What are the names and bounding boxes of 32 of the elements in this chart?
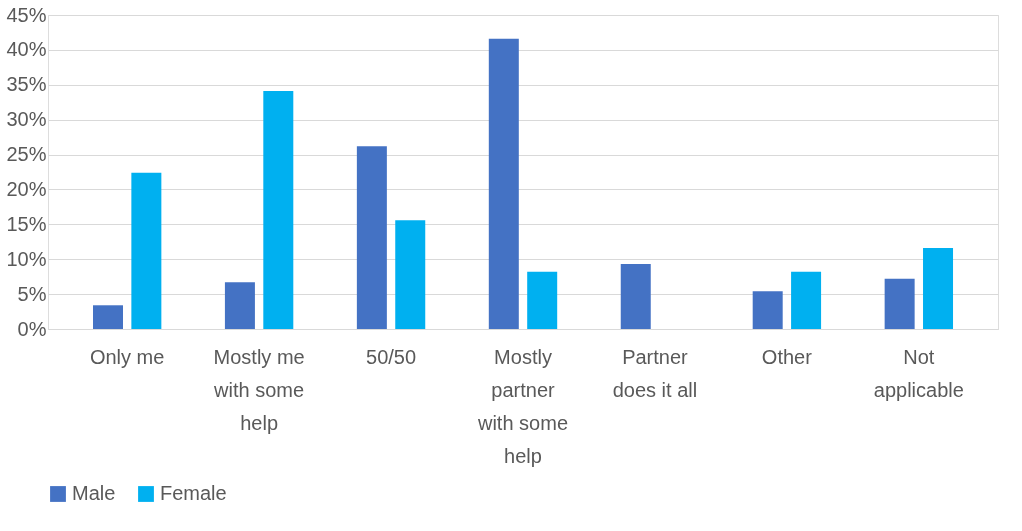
legend-label: Male [72,482,116,504]
bar [620,264,651,329]
bar [884,278,915,329]
y-tick-label: 0% [17,317,47,340]
y-tick-label: 45% [6,3,47,26]
y-tick-label: 25% [6,143,47,166]
bar [752,291,783,329]
x-tick-label: Other [761,345,813,368]
bar [923,248,954,329]
bar [92,305,123,329]
y-tick-label: 20% [6,177,47,200]
x-tick-label: 50/50 [366,345,417,368]
bar [527,271,558,329]
x-tick-label: Mostly partner with some help [476,345,569,467]
y-tick-label: 10% [6,247,47,270]
bar [791,271,822,329]
bar [263,91,294,329]
bar [395,220,426,329]
y-tick-label: 35% [6,73,47,96]
y-tick-label: 15% [6,212,47,235]
legend-label: Female [160,482,227,504]
x-tick-label: Mostly me with some help [213,345,305,434]
x-tick-label: Only me [89,345,165,368]
bar [131,172,162,329]
y-tick-label: 5% [17,282,47,305]
bar [356,146,387,329]
x-tick-label: Not applicable [873,345,964,401]
y-tick-label: 40% [6,38,47,61]
x-tick-label: Partner does it all [612,345,698,401]
bar [488,38,519,329]
bar [224,282,255,329]
y-tick-label: 30% [6,108,47,131]
